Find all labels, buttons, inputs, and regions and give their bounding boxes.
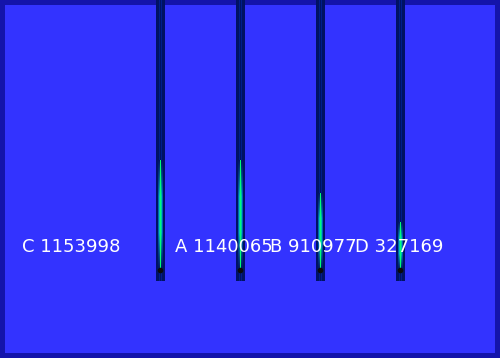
Text: B 910977: B 910977 — [270, 238, 356, 256]
Text: A 1140065: A 1140065 — [175, 238, 273, 256]
Text: D 327169: D 327169 — [355, 238, 444, 256]
Text: C 1153998: C 1153998 — [22, 238, 120, 256]
